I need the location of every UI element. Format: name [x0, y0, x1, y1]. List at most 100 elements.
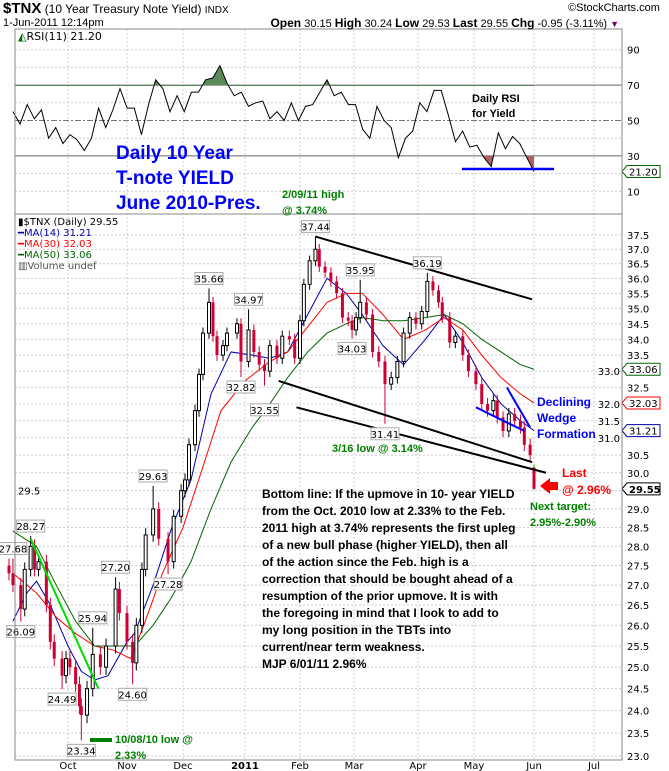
- candle: [225, 327, 229, 352]
- label-text: 25.94: [78, 614, 107, 625]
- candle-body: [113, 588, 118, 647]
- candle: [183, 473, 187, 498]
- candle: [131, 634, 135, 685]
- label-text: 37.44: [301, 223, 330, 234]
- open-label: Open: [270, 16, 302, 30]
- symbol: $TNX: [3, 0, 42, 17]
- y-tick-label: 24.5: [627, 685, 649, 696]
- label-box: [412, 256, 442, 270]
- candle-icon: ▮: [18, 217, 24, 228]
- y-tick-label: 28.5: [627, 523, 649, 534]
- candle: [79, 698, 83, 741]
- price-extreme-label: 37.44: [300, 220, 330, 234]
- label-box: [66, 743, 96, 757]
- label-box: [345, 263, 375, 277]
- candle-body: [340, 293, 344, 318]
- candle-body: [364, 302, 368, 315]
- candle-body: [495, 400, 499, 418]
- price-extreme-label: 23.34: [66, 743, 96, 757]
- trendline-lower-channel-2: [296, 406, 547, 474]
- candle-body: [79, 706, 83, 716]
- legend-volume: ▥Volume undef: [18, 261, 97, 272]
- candle: [466, 349, 470, 377]
- y-tick-label: 27.5: [627, 562, 649, 573]
- value-tag-text: 31.21: [629, 427, 658, 438]
- y-tick-label: 33.0: [598, 367, 620, 378]
- candle-body: [166, 538, 170, 562]
- candle: [354, 312, 359, 336]
- label-box: [0, 542, 28, 556]
- y-tick-label: 25.0: [627, 663, 649, 674]
- candle: [246, 309, 251, 368]
- candle: [461, 330, 465, 361]
- candle-body: [293, 339, 297, 359]
- down-triangle-icon: ▼: [610, 19, 619, 29]
- candle-body: [486, 403, 490, 411]
- candle-body: [480, 384, 484, 404]
- chart-title: $TNX (10 Year Treasury Note Yield) INDX: [3, 0, 229, 17]
- value-tag-box: [621, 482, 661, 496]
- candle: [157, 502, 161, 546]
- candle: [235, 318, 239, 339]
- label-box: [250, 403, 280, 417]
- march-low-note: 3/16 low @ 3.14%: [332, 443, 423, 455]
- label-text: 36.19: [413, 259, 442, 270]
- candle: [491, 394, 496, 417]
- candle-body: [301, 283, 306, 322]
- candle-body: [104, 645, 109, 668]
- candle-body: [36, 561, 41, 570]
- label-box: [226, 380, 256, 394]
- candle-body: [474, 371, 478, 385]
- candle-body: [280, 335, 285, 359]
- label-box: [337, 341, 367, 355]
- x-tick-label: Jul: [587, 761, 600, 771]
- candle-body: [11, 573, 15, 586]
- candle-body: [419, 310, 424, 325]
- candle: [407, 312, 412, 339]
- candle: [448, 312, 452, 349]
- candle: [389, 371, 394, 391]
- candle-body: [221, 345, 225, 356]
- value-tag-box: [621, 424, 661, 438]
- candle: [395, 355, 400, 384]
- candle-body: [125, 613, 129, 642]
- rsi-legend: ◭RSI(11) 21.20: [18, 30, 102, 43]
- candle: [287, 330, 291, 345]
- candle-body: [532, 467, 536, 489]
- candle: [263, 358, 267, 386]
- candle-body: [263, 364, 267, 372]
- candle: [64, 651, 69, 684]
- candle-body: [74, 667, 78, 685]
- x-tick-label: Dec: [173, 761, 192, 771]
- label-box: [101, 560, 131, 574]
- candle: [171, 509, 176, 569]
- price-extreme-label: 34.97: [234, 292, 264, 306]
- y-tick-label: 29.0: [627, 505, 649, 516]
- extreme-labels: 27.68 26.09 28.27 24.49 23.34 25.94 27.20 24.60…: [0, 220, 442, 757]
- candle: [317, 244, 321, 272]
- candle-body: [395, 361, 400, 379]
- candle-body: [157, 508, 161, 539]
- high-label: High: [334, 16, 362, 30]
- candle-body: [85, 688, 90, 716]
- price-extreme-label: 25.94: [78, 611, 108, 625]
- trendline-oct-downtrend: [29, 538, 100, 690]
- candle-body: [7, 565, 11, 574]
- price-extreme-label: 24.49: [47, 692, 77, 706]
- price-extreme-label: 34.03: [337, 341, 367, 355]
- candle: [207, 288, 211, 339]
- chg-value: -0.95 (-3.11%): [537, 18, 608, 30]
- candle-body: [257, 351, 261, 365]
- candle: [350, 315, 354, 339]
- y-tick-label: 37.0: [627, 245, 649, 256]
- rsi-value-tag: 21.20: [621, 164, 661, 178]
- candle-body: [440, 302, 444, 318]
- candle: [371, 309, 375, 358]
- candle-body: [267, 345, 272, 372]
- label-text: 34.97: [234, 295, 263, 306]
- price-extreme-label: 29.63: [138, 469, 168, 483]
- candle-body: [22, 568, 27, 610]
- label-box: [370, 427, 400, 441]
- label-text: 31.41: [371, 430, 400, 441]
- label-text: 34.03: [338, 344, 367, 355]
